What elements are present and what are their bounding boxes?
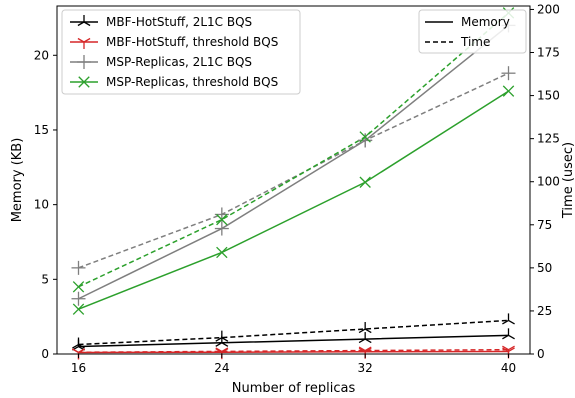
time-point: [72, 337, 85, 349]
legend-series-label: MSP-Replicas, 2L1C BQS: [106, 55, 252, 69]
y-tick-label-left: 20: [34, 48, 49, 62]
legend-series-box: [61, 9, 301, 95]
legend-style-label: Memory: [461, 15, 510, 29]
legend-series-label: MSP-Replicas, threshold BQS: [106, 75, 278, 89]
memory-line-0: [78, 334, 509, 348]
legend-series-marker: [78, 76, 90, 88]
y-tick-label-left: 10: [34, 198, 49, 212]
series-markers: [71, 7, 516, 360]
memory-point: [72, 303, 85, 315]
y-axis-label-right: Time (usec): [561, 142, 575, 219]
legend-series-marker: [77, 15, 91, 27]
memory-line-2: [78, 24, 509, 300]
memory-line-1: [78, 350, 509, 354]
y-tick-label-right: 175: [537, 46, 560, 60]
y-tick-label-right: 75: [537, 218, 552, 232]
y-tick-label-right: 200: [537, 2, 560, 16]
x-tick-label: 24: [214, 361, 229, 375]
time-point: [502, 313, 515, 325]
time-point: [216, 213, 228, 226]
legend-series-label: MBF-HotStuff, 2L1C BQS: [106, 15, 252, 29]
x-tick-label: 40: [501, 361, 516, 375]
memory-point: [502, 328, 515, 340]
time-point: [359, 131, 371, 143]
time-point: [72, 281, 85, 293]
y-tick-label-left: 5: [41, 272, 49, 286]
y-tick-label-right: 150: [537, 89, 560, 103]
y-tick-label-right: 125: [537, 132, 560, 146]
time-line-3: [78, 12, 509, 288]
memory-line-3: [78, 90, 509, 310]
time-point: [358, 322, 372, 334]
memory-point: [71, 291, 86, 306]
legend-series-label: MBF-HotStuff, threshold BQS: [106, 35, 278, 49]
memory-point: [359, 176, 371, 188]
plot-frame: [56, 5, 531, 355]
time-line-2: [78, 72, 509, 269]
legend-series-marker: [77, 37, 91, 49]
series-lines: [78, 12, 509, 354]
y-tick-label-right: 0: [537, 347, 545, 361]
y-axis-label-left: Memory (KB): [10, 138, 25, 223]
y-tick-label-right: 50: [537, 261, 552, 275]
legend-series-marker: [77, 55, 91, 69]
legend-series: MBF-HotStuff, 2L1C BQS MBF-HotStuff, thre…: [61, 9, 301, 95]
memory-point: [502, 85, 515, 97]
y-tick-label-left: 15: [34, 123, 49, 137]
x-axis-label: Number of replicas: [232, 381, 356, 396]
time-point: [71, 260, 86, 275]
memory-point: [216, 246, 228, 259]
x-tick-label: 16: [71, 361, 86, 375]
x-tick-label: 32: [358, 361, 373, 375]
time-point: [358, 133, 373, 148]
memory-point: [358, 332, 372, 344]
memory-point: [214, 221, 229, 236]
time-point: [215, 330, 229, 342]
y-tick-label-right: 25: [537, 304, 552, 318]
legend-style-label: Time: [460, 35, 490, 49]
y-tick-label-right: 100: [537, 175, 560, 189]
y-tick-label-left: 0: [41, 347, 49, 361]
legend-style: Memory Time: [418, 9, 527, 54]
time-point: [501, 66, 516, 81]
